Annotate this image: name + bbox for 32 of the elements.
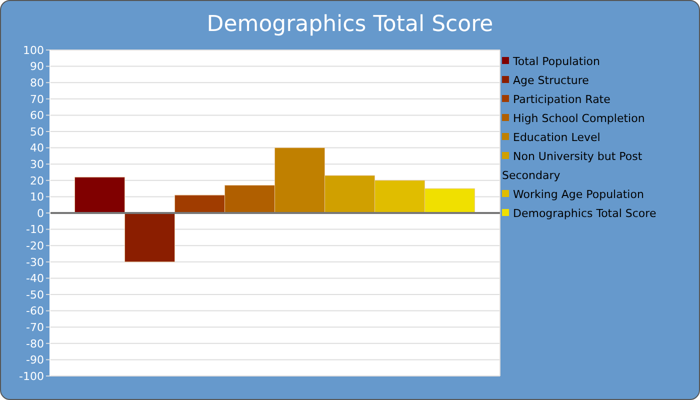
legend-label: Working Age Population [513,188,644,201]
y-tick-label: -70 [26,321,44,334]
y-tick-label: 100 [23,44,44,57]
legend-label: Total Population [513,55,600,68]
legend-label: Participation Rate [513,93,610,106]
bar [74,176,125,214]
y-tick-label: -40 [26,272,44,286]
y-tick-label: 80 [30,76,44,90]
y-tick-label: -20 [26,240,44,253]
y-tick-label: 70 [30,92,44,106]
y-tick-label: -80 [26,337,44,350]
bar [124,212,175,262]
legend-label: Demographics Total Score [513,207,656,220]
y-tick-label: 30 [30,158,44,172]
y-tick-label: -50 [26,288,44,302]
y-tick-label: 50 [30,125,44,138]
y-tick-label: 90 [30,60,44,74]
legend-label: High School Completion [513,112,645,125]
y-tick-label: -60 [26,304,44,318]
y-tick-label: 20 [30,174,44,188]
y-tick-label: 40 [30,142,44,155]
legend-label: Non University but Post Secondary [502,150,642,182]
legend-label: Age Structure [513,74,589,87]
y-tick-label: -90 [26,354,44,367]
y-tick-label: 0 [37,206,44,220]
chart-title: Demographics Total Score [206,12,494,37]
y-tick-label: 10 [30,190,44,204]
y-tick-label: -30 [26,256,44,269]
y-tick-label: 60 [30,109,44,122]
y-tick-label: -100 [19,370,44,383]
legend-label: Education Level [513,131,600,144]
y-tick-label: -10 [26,223,44,236]
